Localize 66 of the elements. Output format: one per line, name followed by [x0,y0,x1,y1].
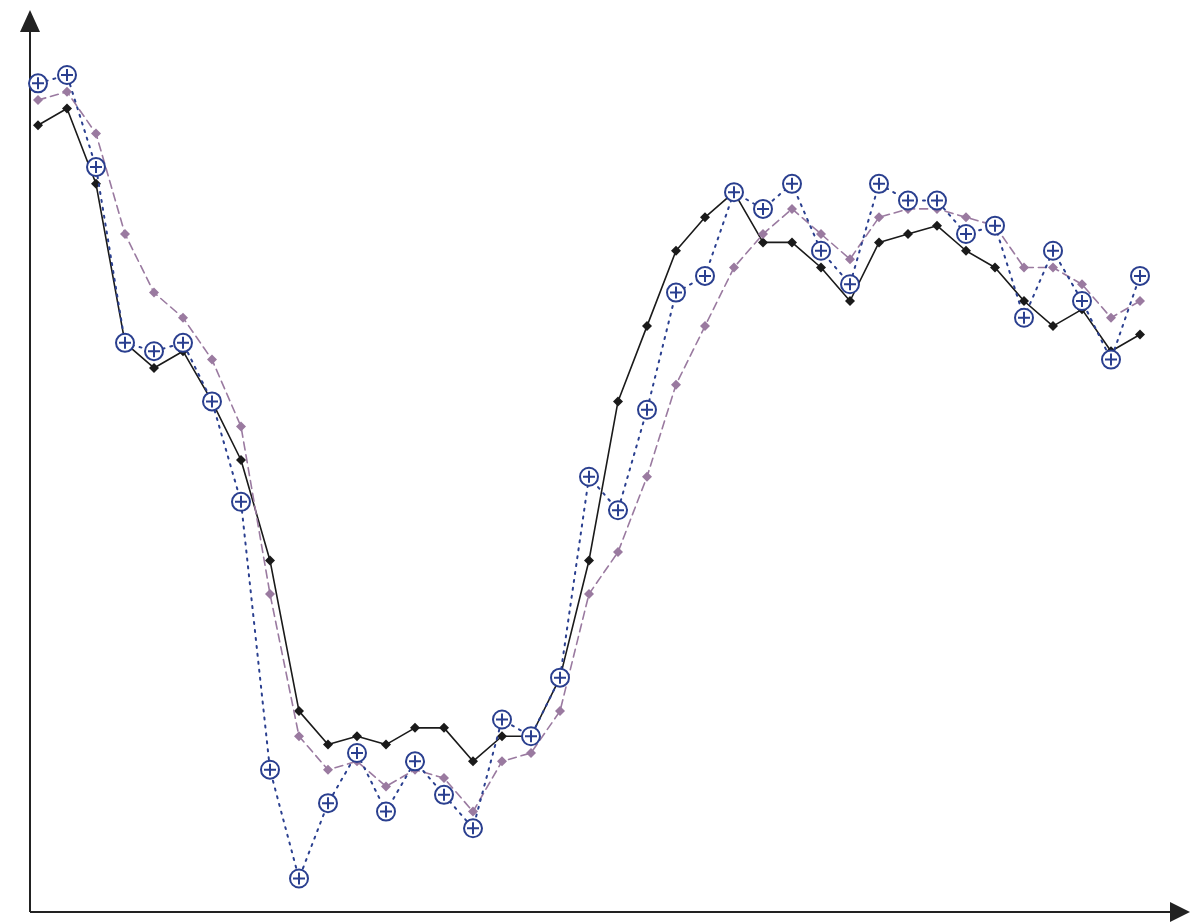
point [33,120,43,131]
point [1048,321,1058,332]
point [294,731,304,742]
point [1077,279,1087,290]
point [62,103,72,114]
point [120,229,130,240]
point [468,756,478,767]
point [729,262,739,273]
point [874,212,884,223]
point [700,321,710,332]
point [1135,329,1145,340]
point [642,471,652,482]
point [961,212,971,223]
point [149,287,159,298]
point [149,362,159,373]
point [845,295,855,306]
point [758,237,768,248]
point [265,588,275,599]
point [671,379,681,390]
point [468,806,478,817]
point [497,756,507,767]
point [990,262,1000,273]
point [323,739,333,750]
point [642,321,652,332]
point [584,588,594,599]
point [1019,262,1029,273]
point [1106,312,1116,323]
point [497,731,507,742]
point [381,739,391,750]
point [526,747,536,758]
point [671,245,681,256]
point [816,262,826,273]
point [1048,262,1058,273]
point [410,722,420,733]
point [265,555,275,566]
point [323,764,333,775]
point [236,421,246,432]
point [178,312,188,323]
point [352,731,362,742]
point [294,706,304,717]
point [555,706,565,717]
point [584,555,594,566]
point [91,128,101,139]
point [381,781,391,792]
point [439,773,449,784]
point [845,254,855,265]
point [787,203,797,214]
point [236,455,246,466]
point [816,229,826,240]
point [62,86,72,97]
point [903,229,913,240]
point [33,95,43,106]
point [961,245,971,256]
point [207,354,217,365]
point [787,237,797,248]
point [1135,295,1145,306]
point [613,547,623,558]
point [700,212,710,223]
point [91,178,101,189]
point [874,237,884,248]
point [439,722,449,733]
point [1019,295,1029,306]
point [932,220,942,231]
point [613,396,623,407]
point [1072,290,1092,311]
point [758,229,768,240]
